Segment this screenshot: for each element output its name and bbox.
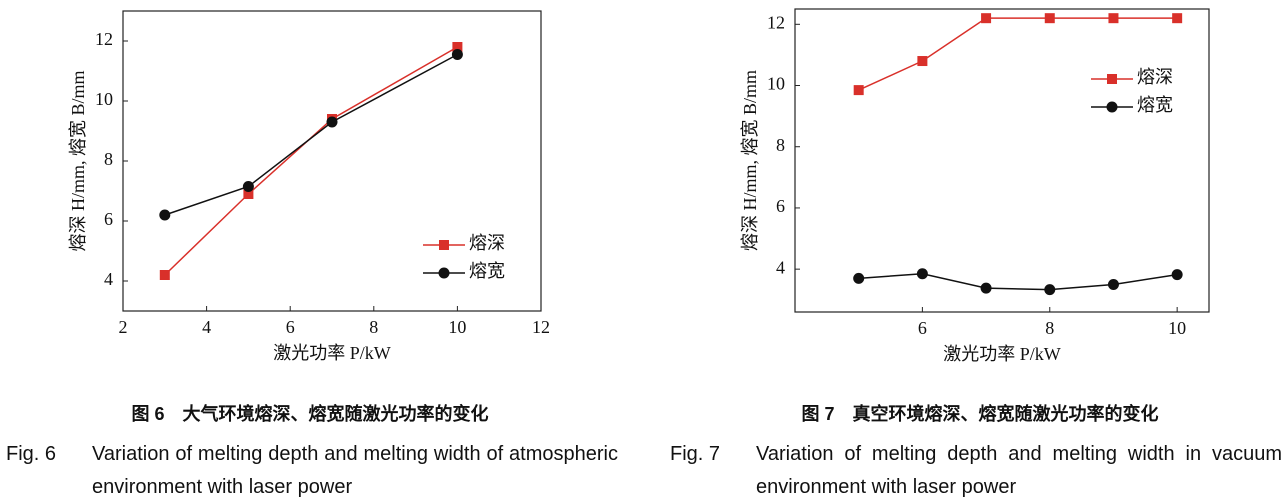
caption-text: 大气环境熔深、熔宽随激光功率的变化: [182, 404, 489, 424]
fig-label: 图 7: [801, 404, 835, 424]
x-tick-label: 10: [448, 317, 466, 337]
marker: [1107, 278, 1119, 290]
fig-label: 图 6: [131, 404, 165, 424]
marker: [981, 13, 992, 24]
fig-label: Fig. 7: [670, 443, 721, 465]
marker: [980, 282, 992, 294]
x-tick-label: 2: [119, 317, 128, 337]
marker: [452, 42, 463, 52]
marker: [1044, 13, 1055, 24]
x-tick-label: 12: [532, 317, 550, 337]
y-tick-label: 10: [95, 89, 113, 109]
marker: [1108, 13, 1119, 24]
plot-frame: [794, 8, 1210, 313]
legend-marker: [1107, 74, 1117, 84]
y-tick-label: 6: [104, 209, 113, 229]
legend-label: 熔宽: [469, 261, 505, 281]
legend-label: 熔宽: [1137, 95, 1173, 115]
caption-text: 真空环境熔深、熔宽随激光功率的变化: [852, 404, 1159, 424]
y-tick-label: 4: [776, 257, 785, 277]
series-line: [858, 17, 1178, 91]
series-line: [164, 46, 458, 276]
legend-label: 熔深: [1137, 67, 1173, 87]
marker: [853, 85, 864, 96]
y-tick-label: 10: [767, 74, 785, 94]
caption-text: Variation of melting depth and melting w…: [92, 443, 618, 498]
fig-label: Fig. 6: [6, 443, 57, 465]
marker: [451, 49, 463, 60]
x-tick-label: 10: [1168, 318, 1186, 338]
x-tick-label: 6: [286, 317, 295, 337]
marker: [159, 270, 170, 280]
marker: [159, 209, 171, 221]
marker: [1044, 284, 1056, 296]
y-tick-label: 4: [104, 269, 113, 289]
legend-marker: [439, 240, 449, 250]
caption-text: Variation of melting depth and melting w…: [756, 443, 1282, 498]
y-tick-label: 8: [104, 149, 113, 169]
y-tick-label: 8: [776, 135, 785, 155]
x-tick-label: 4: [202, 317, 211, 337]
legend-marker: [1106, 101, 1118, 113]
y-axis-label: 熔深 H/mm, 熔宽 B/mm: [740, 70, 760, 251]
caption-cn: 图 7 真空环境熔深、熔宽随激光功率的变化: [680, 400, 1280, 426]
x-tick-label: 8: [369, 317, 378, 337]
series-line: [858, 272, 1178, 291]
marker: [853, 272, 865, 284]
charts: 2 4 6 8 10 12 4 6 8 10 12 激光功率 P/kW 熔深 H/mm, 熔宽 B/mm…: [68, 8, 1210, 364]
marker: [916, 268, 928, 280]
marker: [243, 189, 254, 199]
y-axis-label: 熔深 H/mm, 熔宽 B/mm: [68, 70, 88, 251]
marker: [326, 116, 338, 128]
caption-en: Fig. 6 Variation of melting depth and mel…: [6, 438, 618, 504]
y-tick-label: 12: [95, 29, 113, 49]
legend-label: 熔深: [469, 233, 505, 253]
x-axis-label: 激光功率 P/kW: [943, 344, 1061, 364]
y-tick-label: 6: [776, 196, 785, 216]
marker: [242, 181, 254, 192]
series-line: [164, 53, 458, 216]
y-tick-label: 12: [767, 12, 785, 32]
marker: [1172, 13, 1183, 24]
x-tick-label: 8: [1045, 318, 1054, 338]
x-axis-label: 激光功率 P/kW: [273, 343, 391, 363]
marker: [1171, 269, 1183, 281]
marker: [917, 56, 928, 67]
caption-en: Fig. 7 Variation of melting depth and mel…: [670, 438, 1282, 504]
caption-cn: 图 6 大气环境熔深、熔宽随激光功率的变化: [20, 400, 600, 426]
legend-marker: [438, 267, 450, 279]
x-tick-label: 6: [918, 318, 927, 338]
